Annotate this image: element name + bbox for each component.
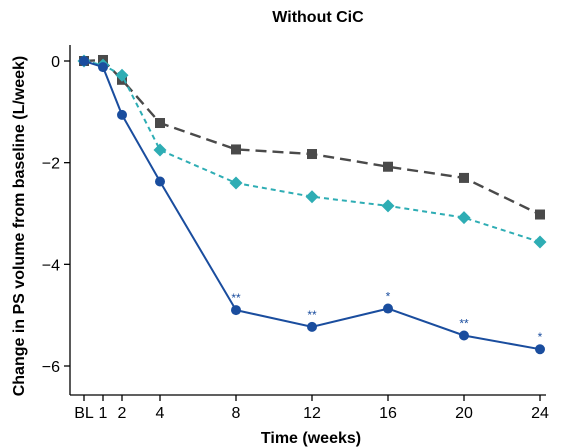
x-tick-label: 12 bbox=[303, 405, 321, 422]
significance-label: ** bbox=[231, 291, 241, 305]
data-point bbox=[381, 199, 395, 213]
data-point bbox=[231, 305, 241, 316]
data-point bbox=[115, 68, 129, 82]
x-tick-label: 8 bbox=[232, 405, 241, 422]
data-point bbox=[457, 211, 471, 225]
x-tick-label: 1 bbox=[99, 405, 108, 422]
significance-label: ** bbox=[307, 308, 317, 322]
x-tick-label: 2 bbox=[118, 405, 127, 422]
chart-title: Without CiC bbox=[272, 9, 364, 26]
data-point bbox=[117, 109, 127, 120]
y-tick-label: 0 bbox=[51, 54, 60, 71]
y-tick-label: −2 bbox=[42, 156, 60, 173]
significance-label: ** bbox=[459, 317, 469, 331]
significance-label: * bbox=[538, 330, 543, 344]
data-point bbox=[155, 118, 165, 129]
x-tick-label: 4 bbox=[156, 405, 165, 422]
data-point bbox=[459, 172, 469, 183]
data-point bbox=[307, 149, 317, 160]
y-tick-label: −4 bbox=[42, 257, 60, 274]
data-point bbox=[153, 143, 167, 157]
significance-label: * bbox=[386, 290, 391, 304]
axes: 0−2−4−6BL 1 2 4 8 12 16 20 24 bbox=[42, 45, 549, 422]
data-point bbox=[459, 330, 469, 341]
series-layer: ******** bbox=[77, 54, 547, 355]
y-axis-label: Change in PS volume from baseline (L/wee… bbox=[11, 56, 28, 397]
data-point bbox=[305, 190, 319, 204]
data-point bbox=[155, 176, 165, 187]
data-point bbox=[307, 321, 317, 332]
data-point bbox=[229, 176, 243, 190]
data-point bbox=[533, 235, 547, 249]
y-tick-label: −6 bbox=[42, 359, 60, 376]
data-point bbox=[79, 56, 89, 66]
data-point bbox=[535, 344, 545, 355]
data-point bbox=[535, 209, 545, 220]
x-tick-label: BL bbox=[74, 405, 94, 422]
series-line bbox=[83, 60, 541, 351]
data-point bbox=[98, 62, 108, 73]
series-3: ******** bbox=[79, 56, 545, 355]
x-tick-label: 24 bbox=[531, 405, 549, 422]
x-tick-label: 20 bbox=[455, 405, 473, 422]
data-point bbox=[383, 303, 393, 314]
x-tick-label: 16 bbox=[379, 405, 397, 422]
data-point bbox=[231, 144, 241, 155]
x-axis-label: Time (weeks) bbox=[261, 430, 361, 447]
data-point bbox=[383, 161, 393, 172]
